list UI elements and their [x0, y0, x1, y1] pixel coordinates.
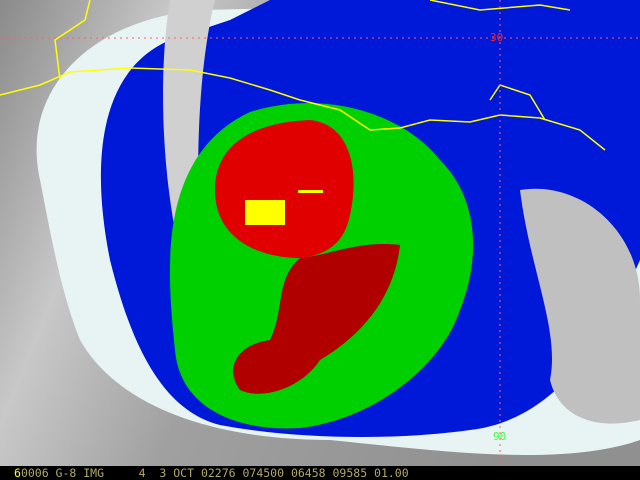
dark-red-band	[233, 243, 400, 394]
longitude-label: 90	[493, 430, 507, 443]
frame-number: 6	[14, 466, 21, 480]
satellite-image	[0, 0, 640, 468]
coldest-tops-small	[298, 190, 323, 193]
coastline	[0, 0, 606, 151]
coldest-tops	[245, 200, 285, 225]
image-metadata: 0006 G-8 IMG 4 3 OCT 02276 074500 06458 …	[20, 466, 409, 480]
status-bar: 60006 G-8 IMG 4 3 OCT 02276 074500 06458…	[0, 466, 640, 480]
gray-lane-east	[520, 188, 640, 424]
latitude-label: 30	[490, 31, 504, 44]
gray-lane	[163, 0, 215, 240]
